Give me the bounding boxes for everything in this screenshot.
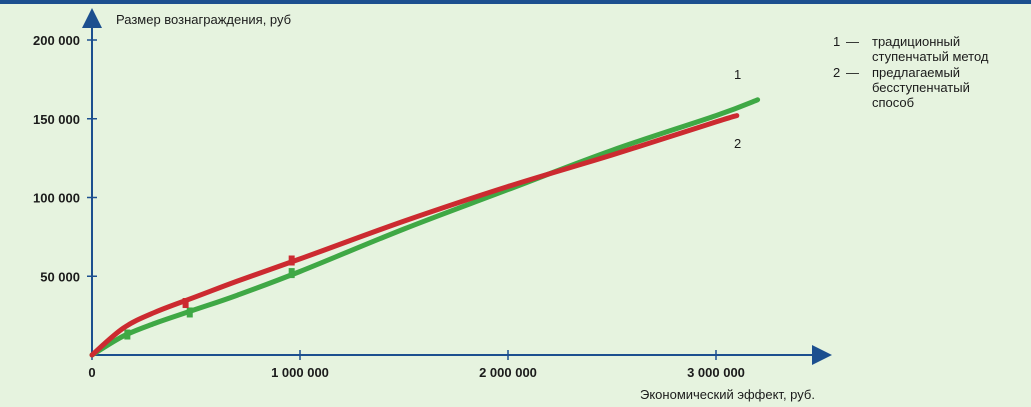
legend-item-2-line-2: бесступенчатый xyxy=(872,80,970,95)
legend-dash-2: — xyxy=(846,65,859,80)
series-2-end-label: 2 xyxy=(734,136,741,151)
series-2-step-mark xyxy=(182,298,189,309)
legend-dash-1: — xyxy=(846,34,859,49)
y-tick-label: 200 000 xyxy=(33,33,80,48)
series-1-step-mark xyxy=(288,268,295,279)
series-1-line xyxy=(89,97,761,358)
x-tick-label: 3 000 000 xyxy=(687,365,745,380)
y-tick-label: 100 000 xyxy=(33,191,80,206)
series-2-step-mark xyxy=(288,255,295,266)
header-bar xyxy=(0,0,1031,4)
legend-item-1-line-1: традиционный xyxy=(872,34,960,49)
series-1-end-label: 1 xyxy=(734,67,741,82)
legend-key-2: 2 xyxy=(833,65,840,80)
legend-key-1: 1 xyxy=(833,34,840,49)
legend-item-1-line-2: ступенчатый метод xyxy=(872,49,989,64)
y-tick-label: 50 000 xyxy=(40,269,80,284)
series-2-line xyxy=(89,113,740,358)
y-tick-label: 150 000 xyxy=(33,112,80,127)
x-tick-label: 0 xyxy=(88,365,95,380)
series-1-step-mark xyxy=(124,329,131,340)
y-axis-label: Размер вознаграждения, руб xyxy=(116,12,291,27)
x-tick-label: 2 000 000 xyxy=(479,365,537,380)
legend-item-2-line-3: способ xyxy=(872,95,914,110)
series-1-step-mark xyxy=(186,307,193,318)
legend: 1 — традиционный ступенчатый метод 2 — п… xyxy=(833,34,989,110)
x-axis-label: Экономический эффект, руб. xyxy=(640,387,815,402)
legend-item-2-line-1: предлагаемый xyxy=(872,65,960,80)
x-tick-label: 1 000 000 xyxy=(271,365,329,380)
